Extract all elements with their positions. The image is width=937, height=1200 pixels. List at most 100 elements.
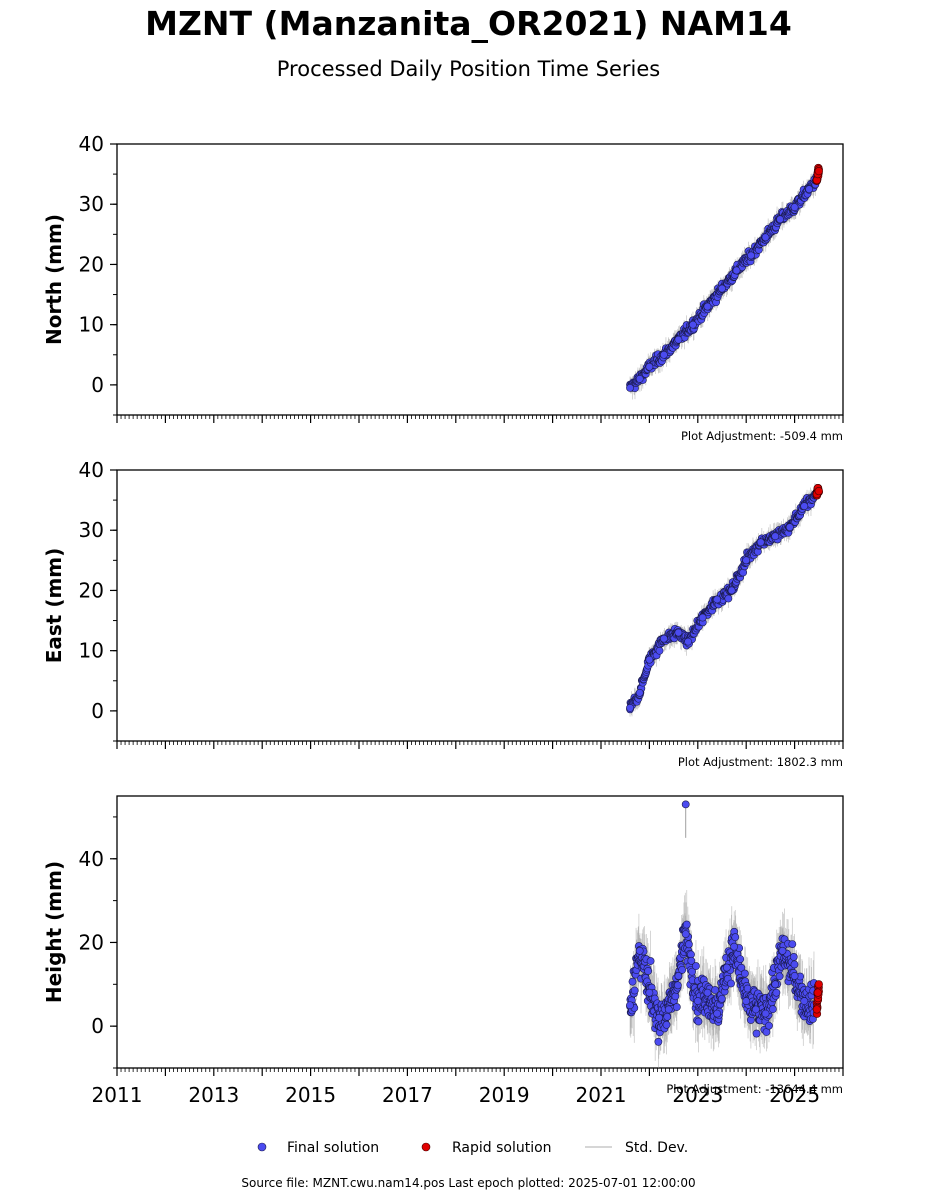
- y-tick-label: 30: [79, 192, 104, 216]
- final-point: [724, 594, 733, 603]
- y-tick-label: 20: [79, 252, 104, 276]
- y-tick-label: 40: [79, 847, 104, 871]
- final-point: [635, 946, 644, 955]
- final-point: [673, 981, 682, 990]
- final-point: [646, 957, 655, 965]
- final-point: [765, 1021, 773, 1030]
- rapid-point: [813, 988, 822, 997]
- final-point: [635, 688, 644, 697]
- final-point: [772, 988, 781, 997]
- final-point: [671, 992, 680, 1001]
- final-point: [645, 655, 654, 664]
- final-point: [687, 956, 696, 965]
- y-tick-label: 0: [91, 373, 104, 397]
- x-tick-label: 2015: [285, 1083, 336, 1107]
- legend-rapid-marker: [421, 1142, 431, 1152]
- y-tick-label: 10: [79, 639, 104, 663]
- final-point: [630, 986, 639, 995]
- final-point: [713, 595, 722, 604]
- final-point: [737, 963, 746, 972]
- panel-1: 0 10 20 30 40 North (mm) Plot Adjustment: -509…: [42, 132, 844, 443]
- x-tick-label: 2023: [672, 1083, 723, 1107]
- final-point: [626, 383, 634, 392]
- y-tick-label: 10: [79, 313, 104, 337]
- final-point: [660, 634, 668, 643]
- final-point: [645, 988, 654, 997]
- final-point: [655, 1013, 663, 1022]
- plot-adjustment: Plot Adjustment: -509.4 mm: [681, 429, 843, 443]
- final-point: [742, 556, 751, 565]
- source-footer: Source file: MZNT.cwu.nam14.pos Last epo…: [241, 1176, 696, 1190]
- final-point: [698, 613, 707, 622]
- y-tick-label: 20: [79, 578, 104, 602]
- final-point: [693, 997, 702, 1005]
- final-point: [731, 933, 740, 942]
- final-point: [681, 800, 690, 809]
- final-point: [776, 215, 784, 224]
- data-layer: [626, 800, 823, 1068]
- chart-subtitle: Processed Daily Position Time Series: [276, 57, 661, 81]
- data-layer: [626, 163, 823, 400]
- final-point: [662, 1020, 671, 1029]
- y-axis-label: East (mm): [42, 548, 66, 664]
- final-point: [713, 1009, 722, 1018]
- final-point: [674, 972, 683, 980]
- final-point: [785, 523, 794, 532]
- y-tick-label: 40: [79, 458, 104, 482]
- final-point: [790, 960, 799, 969]
- final-point: [771, 532, 780, 541]
- final-point: [626, 703, 634, 712]
- final-point: [684, 940, 693, 949]
- legend-final-label: Final solution: [287, 1140, 379, 1156]
- final-point: [717, 994, 726, 1003]
- final-point: [805, 185, 814, 194]
- x-tick-label: 2019: [479, 1083, 530, 1107]
- x-tick-label: 2017: [382, 1083, 433, 1107]
- y-tick-label: 0: [91, 1014, 104, 1038]
- final-point: [752, 1029, 761, 1038]
- x-tick-label: 2025: [769, 1083, 820, 1107]
- final-point: [747, 251, 755, 260]
- rapid-point: [814, 980, 823, 989]
- final-point: [778, 946, 787, 955]
- rapid-point: [812, 1005, 821, 1014]
- panel-3: 0 20 40 2011 2013 2015 2017 2019 2021 2023 2025 Hei…: [42, 795, 844, 1107]
- final-point: [655, 646, 664, 655]
- final-point: [730, 942, 738, 951]
- final-point: [692, 962, 700, 970]
- plot-frame: [116, 469, 844, 742]
- final-point: [736, 955, 745, 964]
- final-point: [654, 1037, 663, 1046]
- y-tick-label: 0: [91, 699, 104, 723]
- final-point: [727, 586, 736, 595]
- x-tick-label: 2013: [188, 1083, 239, 1107]
- legend: Final solution Rapid solution Std. Dev.: [257, 1140, 688, 1156]
- legend-rapid-label: Rapid solution: [452, 1140, 552, 1156]
- chart-title: MZNT (Manzanita_OR2021) NAM14: [145, 4, 792, 43]
- final-point: [688, 967, 696, 976]
- y-tick-label: 40: [79, 132, 104, 156]
- panel-2: 0 10 20 30 40 East (mm) Plot Adjustment: 1802.…: [42, 458, 844, 769]
- final-point: [800, 502, 809, 511]
- final-point: [663, 1012, 672, 1021]
- final-point: [678, 965, 687, 974]
- final-point: [645, 362, 654, 371]
- final-point: [672, 1003, 681, 1011]
- final-point: [674, 335, 683, 344]
- y-axis-label: North (mm): [42, 214, 66, 345]
- final-point: [790, 203, 799, 212]
- final-point: [694, 1017, 703, 1026]
- y-tick-label: 30: [79, 518, 104, 542]
- final-point: [756, 538, 765, 547]
- final-point: [684, 637, 693, 646]
- final-point: [742, 997, 751, 1005]
- final-point: [718, 284, 726, 293]
- final-point: [664, 1005, 673, 1014]
- final-point: [761, 233, 770, 242]
- data-layer: [626, 483, 823, 717]
- final-point: [689, 320, 697, 329]
- final-point: [722, 963, 731, 972]
- legend-final-marker: [257, 1142, 267, 1152]
- final-point: [751, 1005, 760, 1014]
